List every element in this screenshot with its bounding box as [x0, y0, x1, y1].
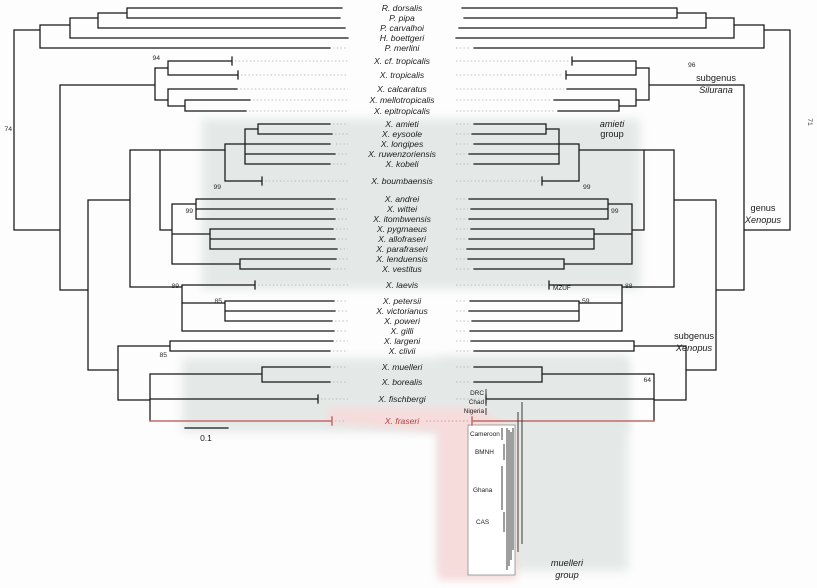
taxon-label: X. epitropicalis: [373, 106, 431, 116]
taxon-label-fraseri: X. fraseri: [384, 416, 420, 426]
clade-label-subgenus-xenopus-name: Xenopus: [675, 343, 713, 353]
right-tree-branches: [455, 7, 791, 422]
taxon-label: X. itombwensis: [372, 214, 431, 224]
locality-label-ghana: Ghana: [473, 487, 493, 494]
taxon-label: X. mellotropicalis: [369, 95, 436, 105]
clade-label-muelleri-group-suffix: group: [555, 570, 579, 580]
taxon-label: P. merlini: [385, 43, 421, 53]
inset-branches: [485, 389, 523, 570]
support-value: 96: [688, 62, 696, 69]
taxon-label: P. pipa: [389, 13, 415, 23]
clade-label-subgenus-xenopus-prefix: subgenus: [674, 331, 714, 341]
support-value: 64: [643, 377, 651, 384]
clade-label-subgenus-silurana-name: Silurana: [699, 85, 733, 95]
taxon-label: X. muelleri: [381, 362, 424, 372]
taxon-label: X. borealis: [381, 377, 423, 387]
taxon-label: X. parafraseri: [375, 244, 429, 254]
taxon-label: X. laevis: [385, 280, 419, 290]
taxon-label: X. tropicalis: [379, 70, 425, 80]
taxon-label: X. victorianus: [375, 306, 428, 316]
clade-label-subgenus-silurana-prefix: subgenus: [696, 73, 736, 83]
taxon-label: X. pygmaeus: [376, 224, 428, 234]
support-value: 94: [152, 55, 160, 62]
taxon-label: X. kobeli: [385, 159, 420, 169]
support-value: 74: [4, 126, 12, 133]
taxon-label: X. eysoole: [381, 129, 422, 139]
locality-label-nigeria: Nigeria: [464, 408, 485, 415]
locality-label-cameroon: Cameroon: [470, 431, 500, 438]
scale-bar-label: 0.1: [200, 433, 212, 443]
right-tree: [455, 7, 791, 426]
clade-label-amieti-group-suffix: group: [600, 129, 624, 139]
clade-label-genus-name: Xenopus: [744, 215, 782, 225]
locality-label-cas: CAS: [476, 519, 489, 526]
left-tree: [13, 7, 349, 426]
clade-label-genus-prefix: genus: [750, 203, 775, 213]
support-value: 99: [583, 184, 591, 191]
right-fraseri-branch: [471, 416, 655, 426]
taxon-label: H. boettgeri: [380, 33, 426, 43]
taxon-label: X. clivii: [388, 346, 417, 356]
taxon-label: X. boumbaensis: [370, 176, 433, 186]
clade-label-muelleri-group-name: muelleri: [551, 558, 584, 568]
taxon-label: P. carvalhoi: [380, 23, 425, 33]
taxon-label: X. vestitus: [381, 264, 422, 274]
taxon-label: X. longipes: [380, 139, 424, 149]
locality-label-drc: DRC: [470, 390, 484, 397]
support-value: 85: [214, 298, 222, 305]
taxon-label: X. andrei: [384, 194, 420, 204]
taxon-label: R. dorsalis: [382, 3, 423, 13]
support-value: 88: [625, 283, 633, 290]
support-value: 59: [582, 298, 590, 305]
taxon-label: X. allofraseri: [377, 234, 427, 244]
support-value: 99: [213, 184, 221, 191]
clade-label-amieti-group-name: amieti: [600, 119, 625, 129]
amieti-group-shade-region: [202, 119, 640, 289]
taxon-label: X. calcaratus: [376, 84, 427, 94]
support-value: 89: [171, 283, 179, 290]
locality-label-chad: Chad: [469, 399, 485, 406]
support-value: 99: [611, 208, 619, 215]
support-value: 71: [806, 118, 813, 126]
taxon-label: X. gilli: [390, 326, 415, 336]
support-value: 99: [185, 208, 193, 215]
taxon-label: X. poweri: [383, 316, 421, 326]
taxon-label: X. wittei: [386, 204, 418, 214]
left-tree-branches: [13, 7, 349, 422]
taxon-label: X. amieti: [384, 119, 420, 129]
fraseri-specimen-inset-box: [467, 424, 516, 576]
taxon-label: X. fischbergi: [377, 394, 426, 404]
leader-lines: [235, 47, 569, 422]
taxon-label: X. lenduensis: [375, 254, 428, 264]
taxon-label: X. petersii: [382, 296, 422, 306]
left-fraseri-branch: [149, 416, 333, 426]
taxon-label: X. ruwenzoriensis: [367, 149, 437, 159]
taxon-label: X. largeni: [383, 336, 421, 346]
taxon-label: X. cf. tropicalis: [373, 56, 431, 66]
locality-label-bmnh: BMNH: [475, 449, 494, 456]
locality-label-mzuf: MZUF: [553, 285, 571, 292]
support-value: 85: [159, 352, 167, 359]
